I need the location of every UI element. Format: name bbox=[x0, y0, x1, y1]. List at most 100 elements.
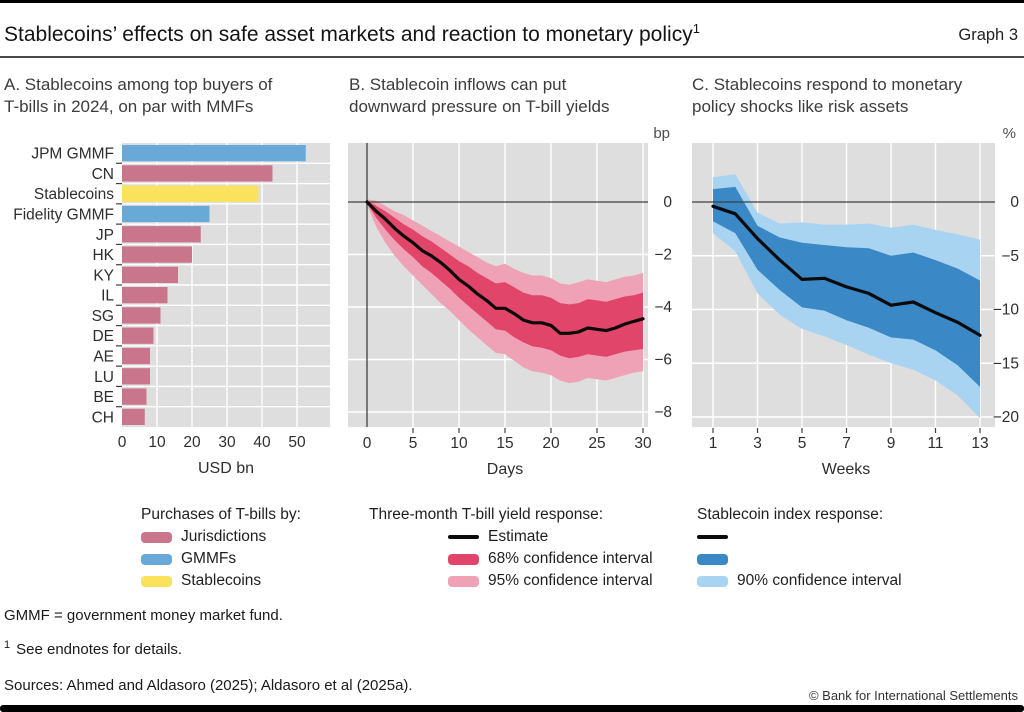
panel-c-chart: 1 3 5 7 9 11 130−5−10−15−20%Weeks bbox=[692, 125, 1019, 478]
panel-a-chart: JPM GMMF CN Stablecoins Fidelity GMMF JP HK KY… bbox=[13, 143, 330, 477]
ci-inner-swatch bbox=[697, 553, 728, 565]
x-tick-label: 5 bbox=[798, 435, 807, 452]
legend-item-ci-inner bbox=[697, 548, 902, 570]
x-tick-label: 10 bbox=[450, 435, 468, 452]
page-title-footnote-marker: 1 bbox=[692, 21, 700, 36]
x-tick-label: 5 bbox=[409, 435, 418, 452]
bar-de bbox=[122, 327, 154, 344]
panel-c-title: C. Stablecoins respond to monetary polic… bbox=[692, 75, 963, 116]
x-tick-label: 20 bbox=[542, 435, 560, 452]
copyright-notice: © Bank for International Settlements bbox=[808, 688, 1018, 703]
y-tick-label: −2 bbox=[654, 247, 672, 264]
legend-item-jurisdictions: Jurisdictions bbox=[141, 526, 301, 548]
legend-c-title: Stablecoin index response: bbox=[697, 506, 884, 523]
x-tick-label: 30 bbox=[218, 434, 236, 451]
x-tick-label: 50 bbox=[288, 434, 306, 451]
panel-a-title: A. Stablecoins among top buyers of T-bil… bbox=[4, 75, 273, 116]
x-axis-title: Days bbox=[487, 461, 523, 478]
x-tick-label: 20 bbox=[183, 434, 201, 451]
bar-cn bbox=[122, 165, 273, 182]
legend-item-estimate: Estimate bbox=[448, 526, 653, 548]
x-tick-label: 13 bbox=[971, 435, 988, 452]
category-label: DE bbox=[92, 328, 114, 345]
x-tick-label: 0 bbox=[118, 434, 127, 451]
bottom-rule bbox=[0, 705, 1024, 712]
category-label: CH bbox=[92, 409, 114, 426]
jurisdictions-swatch bbox=[141, 531, 172, 543]
estimate-line-swatch bbox=[448, 535, 479, 539]
header-divider bbox=[0, 56, 1024, 58]
x-tick-label: 1 bbox=[709, 435, 718, 452]
x-tick-label: 7 bbox=[842, 435, 851, 452]
x-axis-title: Weeks bbox=[822, 461, 871, 478]
y-tick-label: −10 bbox=[993, 302, 1020, 319]
bar-jpm-gmmf bbox=[122, 145, 306, 162]
bar-sg bbox=[122, 307, 161, 324]
ci95-swatch bbox=[448, 575, 479, 587]
footnote-gmmf: GMMF = government money market fund. bbox=[4, 607, 283, 624]
y-tick-label: −15 bbox=[993, 355, 1019, 372]
estimate-line bbox=[711, 204, 982, 337]
category-label: KY bbox=[93, 267, 114, 284]
top-rule bbox=[0, 0, 1024, 3]
x-tick-label: 11 bbox=[927, 435, 943, 452]
unit-label: % bbox=[1003, 125, 1016, 142]
legend-item-gmmfs: GMMFs bbox=[141, 548, 301, 570]
legend-panel-a: Purchases of T-bills by: Jurisdictions G… bbox=[141, 503, 301, 592]
category-label: Fidelity GMMF bbox=[13, 207, 114, 224]
bar-ky bbox=[122, 266, 178, 283]
stablecoins-swatch bbox=[141, 575, 172, 587]
category-label: LU bbox=[94, 369, 114, 386]
category-label: BE bbox=[93, 389, 114, 406]
ci68-swatch bbox=[448, 553, 479, 565]
legend-item-ci68: 68% confidence interval bbox=[448, 548, 653, 570]
legend-panel-b: Three-month T-bill yield response: Estim… bbox=[369, 503, 653, 592]
y-tick-label: 0 bbox=[1010, 194, 1019, 211]
legend-item-estimate-stablecoin bbox=[697, 526, 902, 548]
page-title: Stablecoins’ effects on safe asset marke… bbox=[4, 21, 700, 47]
y-tick-label: −20 bbox=[993, 409, 1020, 426]
category-label: SG bbox=[92, 308, 114, 325]
category-label: CN bbox=[92, 166, 114, 183]
legend-item-stablecoins: Stablecoins bbox=[141, 570, 301, 592]
legend-a-title: Purchases of T-bills by: bbox=[141, 506, 301, 523]
bar-jp bbox=[122, 226, 201, 243]
x-tick-label: 25 bbox=[588, 435, 605, 452]
bar-stablecoins bbox=[122, 185, 259, 202]
x-tick-label: 40 bbox=[253, 434, 271, 451]
x-tick-label: 30 bbox=[634, 435, 652, 452]
y-tick-label: −4 bbox=[654, 299, 672, 316]
bar-fidelity-gmmf bbox=[122, 205, 210, 223]
footnote-sources: Sources: Ahmed and Aldasoro (2025); Alda… bbox=[4, 677, 413, 694]
x-axis-title: USD bn bbox=[198, 460, 254, 477]
panel-b-chart: 0 5 10 15 20 25 30 0 −2 −4 −6 −8 bp Days bbox=[348, 125, 672, 478]
panel-b-title: B. Stablecoin inflows can put downward p… bbox=[349, 75, 610, 116]
y-tick-label: −5 bbox=[1001, 248, 1019, 265]
x-tick-label: 9 bbox=[887, 435, 896, 452]
bar-ch bbox=[122, 408, 145, 425]
footnote-marker: 1 bbox=[4, 639, 11, 651]
ci90-swatch bbox=[697, 575, 728, 587]
legend-item-ci95: 95% confidence interval bbox=[448, 570, 653, 592]
category-label: JPM GMMF bbox=[31, 146, 114, 163]
graph-number-label: Graph 3 bbox=[958, 26, 1018, 44]
gmmfs-swatch bbox=[141, 553, 172, 565]
estimate-line-swatch bbox=[697, 535, 728, 539]
bar-lu bbox=[122, 368, 150, 385]
y-tick-label: −6 bbox=[654, 352, 672, 369]
estimate-line bbox=[365, 200, 645, 335]
footnote-endnotes: 1 See endnotes for details. bbox=[4, 639, 183, 658]
unit-label: bp bbox=[653, 125, 670, 142]
x-tick-label: 0 bbox=[363, 435, 372, 452]
bar-be bbox=[122, 388, 147, 405]
category-label: IL bbox=[101, 288, 114, 305]
category-label: Stablecoins bbox=[34, 186, 114, 203]
bar-hk bbox=[122, 246, 192, 263]
bar-ae bbox=[122, 347, 150, 365]
legend-item-ci90: 90% confidence interval bbox=[697, 570, 902, 592]
legend-b-title: Three-month T-bill yield response: bbox=[369, 506, 604, 523]
y-tick-label: −8 bbox=[654, 404, 672, 421]
category-label: HK bbox=[92, 247, 114, 264]
